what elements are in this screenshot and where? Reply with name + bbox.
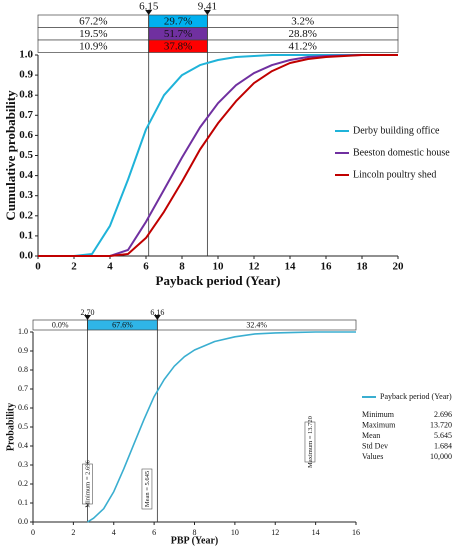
y-tick-label: 1.0 — [19, 49, 33, 61]
x-tick-label: 18 — [357, 261, 369, 273]
x-tick-label: 6 — [143, 261, 149, 273]
x-tick-label: 14 — [312, 528, 320, 537]
annotation-text: Mean = 5.645 — [144, 471, 151, 507]
y-tick-label: 0.5 — [19, 149, 33, 161]
y-tick-label: 0.3 — [18, 460, 28, 469]
x-axis-label: PBP (Year) — [171, 535, 219, 546]
band-label: 37.8% — [164, 40, 192, 52]
x-tick-label: 0 — [31, 528, 35, 537]
marker-label: 2.70 — [81, 308, 95, 317]
annotation-box — [82, 463, 93, 505]
x-tick-label: 10 — [231, 528, 239, 537]
legend-label: Beeston domestic house — [353, 147, 450, 158]
y-axis-label: Probability — [5, 403, 16, 451]
stats-value: 5.645 — [434, 431, 452, 440]
band-label: 51.7% — [164, 28, 192, 40]
band-label: 32.4% — [246, 320, 267, 329]
marker-arrow — [153, 315, 161, 320]
y-tick-label: 0.9 — [19, 69, 33, 81]
marker-label: 9.41 — [198, 1, 217, 13]
x-tick-label: 8 — [193, 528, 197, 537]
x-tick-label: 16 — [352, 528, 360, 537]
stats-value: 2.696 — [434, 410, 452, 419]
x-tick-label: 8 — [179, 261, 185, 273]
y-tick-label: 0.1 — [19, 229, 33, 241]
stats-label: Values — [362, 452, 383, 461]
x-tick-label: 6 — [152, 528, 156, 537]
x-tick-label: 12 — [271, 528, 279, 537]
marker-arrow — [203, 10, 211, 15]
band-label: 41.2% — [288, 40, 316, 52]
x-tick-label: 0 — [35, 261, 41, 273]
legend-label: Derby building office — [353, 125, 440, 136]
band-label: 19.5% — [79, 28, 107, 40]
x-axis-label: Payback period (Year) — [156, 273, 281, 288]
x-tick-label: 4 — [112, 528, 116, 537]
y-tick-label: 0.3 — [19, 189, 33, 201]
stats-value: 1.684 — [434, 441, 452, 450]
marker-arrow — [84, 315, 92, 320]
band-label: 0.0% — [52, 320, 69, 329]
band-label: 3.2% — [291, 15, 314, 27]
annotation: Mean = 5.645 — [141, 468, 153, 510]
x-tick-label: 2 — [71, 528, 75, 537]
x-tick-label: 16 — [321, 261, 333, 273]
annotation-box — [141, 468, 153, 510]
y-tick-label: 0.6 — [19, 129, 33, 141]
y-tick-label: 0.5 — [18, 422, 28, 431]
y-tick-label: 0.6 — [18, 403, 28, 412]
series-line — [87, 331, 356, 523]
x-tick-label: 12 — [249, 261, 261, 273]
x-tick-label: 20 — [393, 261, 405, 273]
y-tick-label: 0.8 — [18, 365, 28, 374]
y-tick-label: 0.2 — [18, 479, 28, 488]
stats-label: Std Dev — [362, 441, 388, 450]
stats-label: Mean — [362, 431, 380, 440]
band-label: 67.6% — [112, 320, 133, 329]
y-axis-label: Cumulative probability — [3, 90, 18, 221]
y-tick-label: 0.4 — [19, 169, 33, 181]
y-tick-label: 0.9 — [18, 346, 28, 355]
y-tick-label: 0.7 — [19, 109, 33, 121]
y-tick-label: 0.7 — [18, 384, 28, 393]
band-label: 28.8% — [288, 28, 316, 40]
band-label: 29.7% — [164, 15, 192, 27]
x-tick-label: 14 — [285, 261, 297, 273]
marker-arrow — [145, 10, 153, 15]
band-label: 10.9% — [79, 40, 107, 52]
annotation: Maximum = 13.720 — [304, 416, 316, 468]
annotation-text: Minimum = 2.696 — [84, 459, 91, 507]
series-line — [38, 54, 398, 257]
stats-value: 13.720 — [430, 420, 452, 429]
x-tick-label: 2 — [71, 261, 77, 273]
y-tick-label: 0.1 — [18, 498, 28, 507]
annotation-box — [304, 421, 316, 463]
stats-label: Maximum — [362, 420, 396, 429]
band-label: 67.2% — [79, 15, 107, 27]
legend-label: Lincoln poultry shed — [353, 169, 436, 180]
legend-label: Payback period (Year) — [380, 392, 452, 401]
x-tick-label: 4 — [107, 261, 113, 273]
marker-label: 6.16 — [150, 308, 164, 317]
series-line — [38, 54, 398, 257]
annotation-text: Maximum = 13.720 — [307, 416, 314, 468]
y-tick-label: 0.0 — [18, 517, 28, 526]
stats-label: Minimum — [362, 410, 395, 419]
marker-label: 6.15 — [139, 1, 159, 13]
y-tick-label: 1.0 — [18, 327, 28, 336]
y-tick-label: 0.8 — [19, 89, 33, 101]
y-tick-label: 0.2 — [19, 209, 33, 221]
stats-value: 10,000 — [430, 452, 452, 461]
annotation: Minimum = 2.696 — [82, 459, 93, 508]
series-line — [38, 54, 398, 257]
x-tick-label: 10 — [213, 261, 225, 273]
y-tick-label: 0.4 — [18, 441, 28, 450]
y-tick-label: 0.0 — [19, 250, 33, 262]
